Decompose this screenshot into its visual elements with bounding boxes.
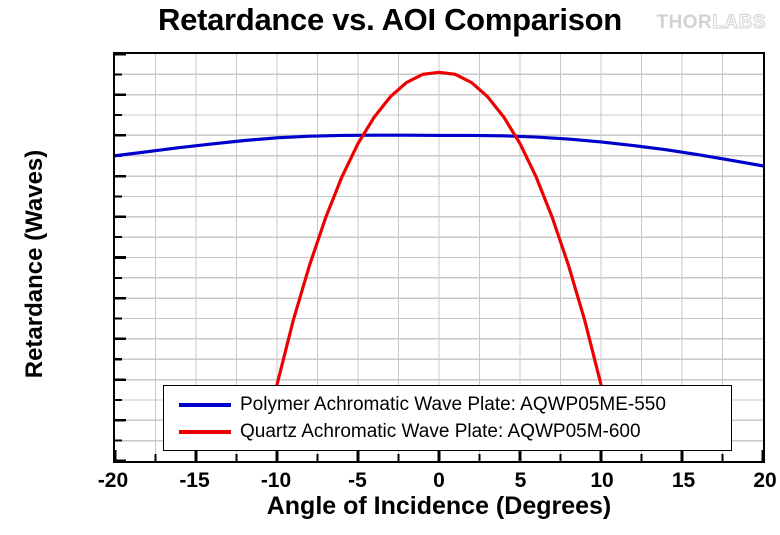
data-series-line-1: [275, 70, 603, 387]
x-tick-label: 5: [514, 469, 527, 492]
x-tick-label: -10: [260, 469, 292, 492]
x-tick-label: 20: [753, 469, 777, 492]
data-series-line-0: [115, 133, 763, 168]
watermark-thor: THOR: [656, 12, 713, 33]
x-axis-title: Angle of Incidence (Degrees): [266, 492, 612, 520]
x-tick-label: -5: [348, 469, 367, 492]
x-tick-label: -20: [97, 469, 129, 492]
grid-major: [115, 54, 763, 461]
legend-label: Polymer Achromatic Wave Plate: AQWP05ME-…: [240, 394, 666, 415]
legend-color-swatch: [179, 429, 231, 434]
watermark-labs: LABS: [712, 11, 766, 33]
legend-item: Polymer Achromatic Wave Plate: AQWP05ME-…: [164, 391, 731, 418]
x-tick-label: 0: [433, 469, 445, 492]
x-tick-label: 10: [590, 469, 614, 492]
x-tick-label: 15: [671, 469, 696, 492]
series-layer: [115, 70, 763, 387]
chart-legend: Polymer Achromatic Wave Plate: AQWP05ME-…: [163, 385, 732, 451]
y-axis-title: Retardance (Waves): [21, 149, 48, 379]
legend-label: Quartz Achromatic Wave Plate: AQWP05M-60…: [240, 421, 641, 442]
thorlabs-watermark: THORLABS: [656, 11, 766, 34]
chart-title: Retardance vs. AOI Comparison: [158, 2, 622, 37]
legend-item: Quartz Achromatic Wave Plate: AQWP05M-60…: [164, 418, 731, 445]
legend-color-swatch: [179, 402, 231, 407]
x-tick-label: -15: [179, 469, 210, 492]
